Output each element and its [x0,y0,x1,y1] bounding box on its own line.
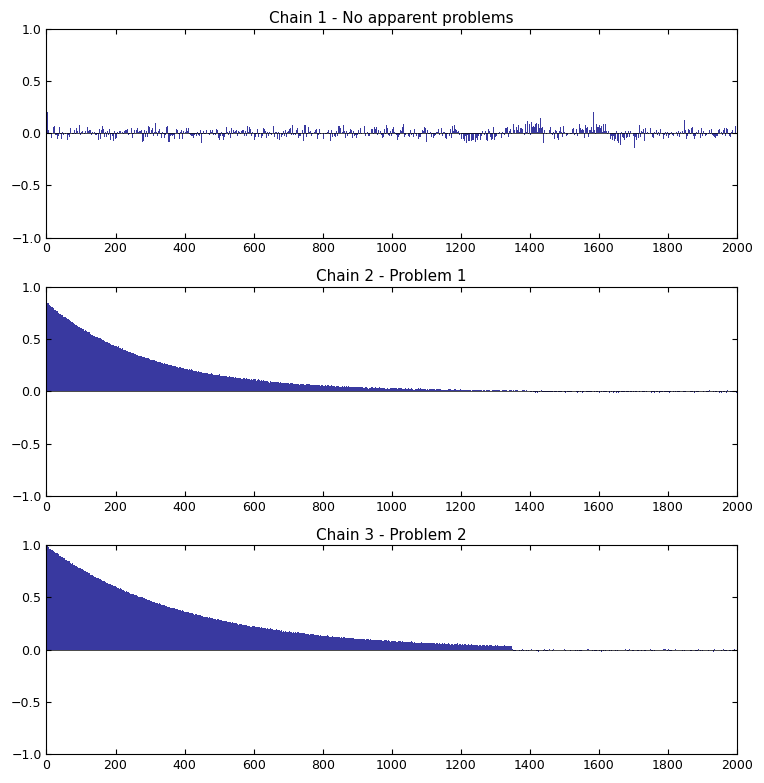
Title: Chain 3 - Problem 2: Chain 3 - Problem 2 [316,528,467,543]
Title: Chain 1 - No apparent problems: Chain 1 - No apparent problems [270,11,514,26]
Title: Chain 2 - Problem 1: Chain 2 - Problem 1 [316,269,467,284]
